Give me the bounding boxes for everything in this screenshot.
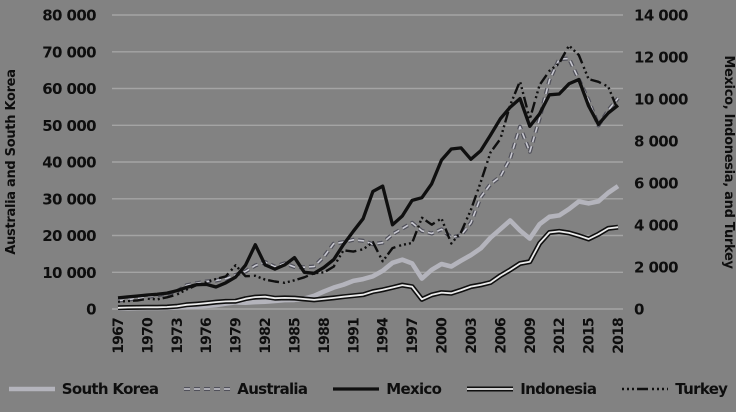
- right-axis-tick-label: 4 000: [634, 217, 678, 235]
- left-axis-tick-label: 60 000: [42, 80, 96, 98]
- right-axis-tick-label: 8 000: [634, 133, 678, 151]
- x-axis-tick-label: 2009: [523, 318, 539, 354]
- x-axis-tick-label: 1988: [317, 318, 333, 354]
- axis-tick-labels: 0 10 000 20 000 30 000 40 000 50 000 60 000 70 …: [42, 7, 688, 354]
- legend-marker-australia: [184, 387, 231, 391]
- left-axis-tick-label: 80 000: [42, 7, 96, 25]
- left-axis-title: Australia and South Korea: [4, 69, 19, 254]
- left-axis-tick-label: 0: [86, 301, 96, 319]
- legend-label: South Korea: [61, 380, 159, 398]
- legend-item-turkey: Turkey: [622, 380, 728, 398]
- legend-marker-south-korea: [8, 386, 55, 392]
- x-axis-tick-label: 1970: [140, 317, 156, 354]
- x-axis-tick-label: 2018: [611, 318, 627, 354]
- legend-item-australia: Australia: [184, 380, 308, 398]
- gridlines: [112, 14, 623, 310]
- series-line-mexico: [117, 77, 620, 300]
- x-axis-tick-label: 1991: [346, 318, 362, 354]
- left-axis-tick-label: 10 000: [42, 264, 96, 282]
- x-axis-tick-label: 2000: [435, 317, 451, 354]
- left-axis-tick-label: 40 000: [42, 154, 96, 172]
- x-axis-tick-label: 2012: [552, 318, 568, 354]
- x-axis-tick-label: 1973: [170, 318, 186, 354]
- series-line-south-korea: [117, 184, 620, 311]
- left-axis-tick-label: 50 000: [42, 117, 96, 135]
- x-axis-tick-label: 1979: [229, 318, 245, 354]
- x-axis-tick-label: 2015: [582, 318, 598, 354]
- right-axis-tick-label: 2 000: [634, 259, 678, 277]
- legend-item-mexico: Mexico: [333, 380, 442, 398]
- data-series: [117, 44, 620, 311]
- left-axis-tick-label: 70 000: [42, 43, 96, 61]
- chart-legend: South Korea Australia Mexico Indonesia Turke…: [0, 374, 736, 404]
- x-axis-tick-label: 1997: [405, 318, 421, 354]
- right-axis-tick-label: 14 000: [634, 7, 688, 25]
- legend-marker-indonesia: [467, 386, 514, 392]
- legend-item-south-korea: South Korea: [8, 380, 159, 398]
- left-axis-tick-label: 20 000: [42, 227, 96, 245]
- x-axis-tick-label: 2006: [493, 318, 509, 354]
- right-axis-tick-label: 6 000: [634, 175, 678, 193]
- legend-label: Turkey: [675, 380, 728, 398]
- x-axis-tick-label: 1994: [376, 317, 392, 354]
- x-axis-tick-label: 1982: [258, 318, 274, 354]
- right-axis-title: Mexico, Indonesia, and Turkey: [721, 55, 736, 269]
- legend-marker-mexico: [333, 387, 380, 391]
- series-line-core-australia: [117, 57, 619, 302]
- legend-label: Australia: [237, 380, 308, 398]
- series-line-turkey: [117, 44, 620, 303]
- right-axis-tick-label: 12 000: [634, 49, 688, 67]
- legend-label: Mexico: [386, 380, 442, 398]
- series-line-core-indonesia: [117, 226, 619, 309]
- x-axis-tick-label: 1976: [199, 318, 215, 354]
- legend-label: Indonesia: [520, 380, 597, 398]
- x-axis-tick-label: 2003: [464, 318, 480, 354]
- series-line-australia: [117, 56, 620, 303]
- right-axis-tick-label: 10 000: [634, 91, 688, 109]
- x-axis-tick-label: 1967: [111, 318, 127, 354]
- x-axis-tick-label: 1985: [288, 318, 304, 354]
- legend-marker-turkey: [622, 387, 669, 391]
- left-axis-tick-label: 30 000: [42, 190, 96, 208]
- legend-item-indonesia: Indonesia: [467, 380, 597, 398]
- right-axis-tick-label: 0: [634, 301, 644, 319]
